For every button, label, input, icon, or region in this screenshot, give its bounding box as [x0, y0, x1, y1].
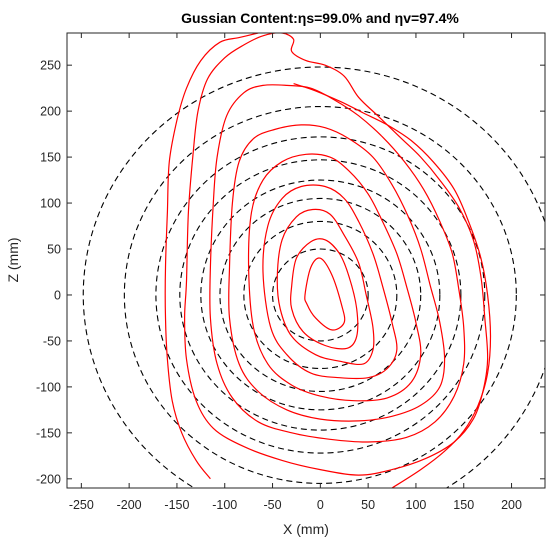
plot-area [67, 33, 545, 488]
x-tick-label: 0 [317, 498, 324, 512]
gaussian-circle-3 [219, 197, 422, 393]
gaussian-circle-2 [243, 220, 398, 370]
x-tick-label: 150 [453, 498, 474, 512]
y-tick-label: 200 [40, 105, 61, 119]
measured-contour-5 [247, 153, 422, 402]
x-tick-label: -50 [264, 498, 282, 512]
measured-contour-9 [164, 33, 259, 480]
y-tick-label: 0 [54, 288, 61, 302]
x-tick-label: -250 [69, 498, 94, 512]
x-tick-label: 50 [361, 498, 375, 512]
plot-frame [66, 32, 546, 489]
gaussian-circle-1 [271, 248, 369, 342]
gaussian-circle-4 [200, 179, 441, 411]
measured-contour-2 [290, 238, 359, 350]
x-tick-label: 100 [406, 498, 427, 512]
gaussian-circle-5 [179, 159, 462, 431]
y-tick-label: 250 [40, 59, 61, 73]
measured-contour-10 [293, 83, 492, 488]
y-tick-label: -200 [36, 472, 61, 486]
measured-contour-6 [228, 124, 446, 422]
y-tick-label: 150 [40, 151, 61, 165]
x-axis-label: X (mm) [283, 521, 329, 537]
x-tick-label: -100 [212, 498, 237, 512]
x-tick-label: -200 [117, 498, 142, 512]
measured-contour-7 [209, 84, 466, 443]
gaussian-circle-6 [155, 136, 486, 454]
y-tick-label: -50 [43, 334, 61, 348]
y-tick-label: 100 [40, 197, 61, 211]
x-tick-label: 200 [501, 498, 522, 512]
x-tick-label: -150 [164, 498, 189, 512]
y-axis-label: Z (mm) [5, 237, 21, 282]
measured-contour-4 [262, 184, 398, 380]
chart-title: Gussian Content:ηs=99.0% and ηv=97.4% [181, 10, 459, 26]
measured-contour-3 [276, 208, 375, 366]
y-tick-label: -150 [36, 426, 61, 440]
y-tick-label: 50 [47, 243, 61, 257]
measured-contour-1 [304, 257, 346, 331]
gaussian-circle-8 [82, 66, 545, 488]
y-tick-label: -100 [36, 380, 61, 394]
measured-contour-8 [184, 33, 489, 476]
